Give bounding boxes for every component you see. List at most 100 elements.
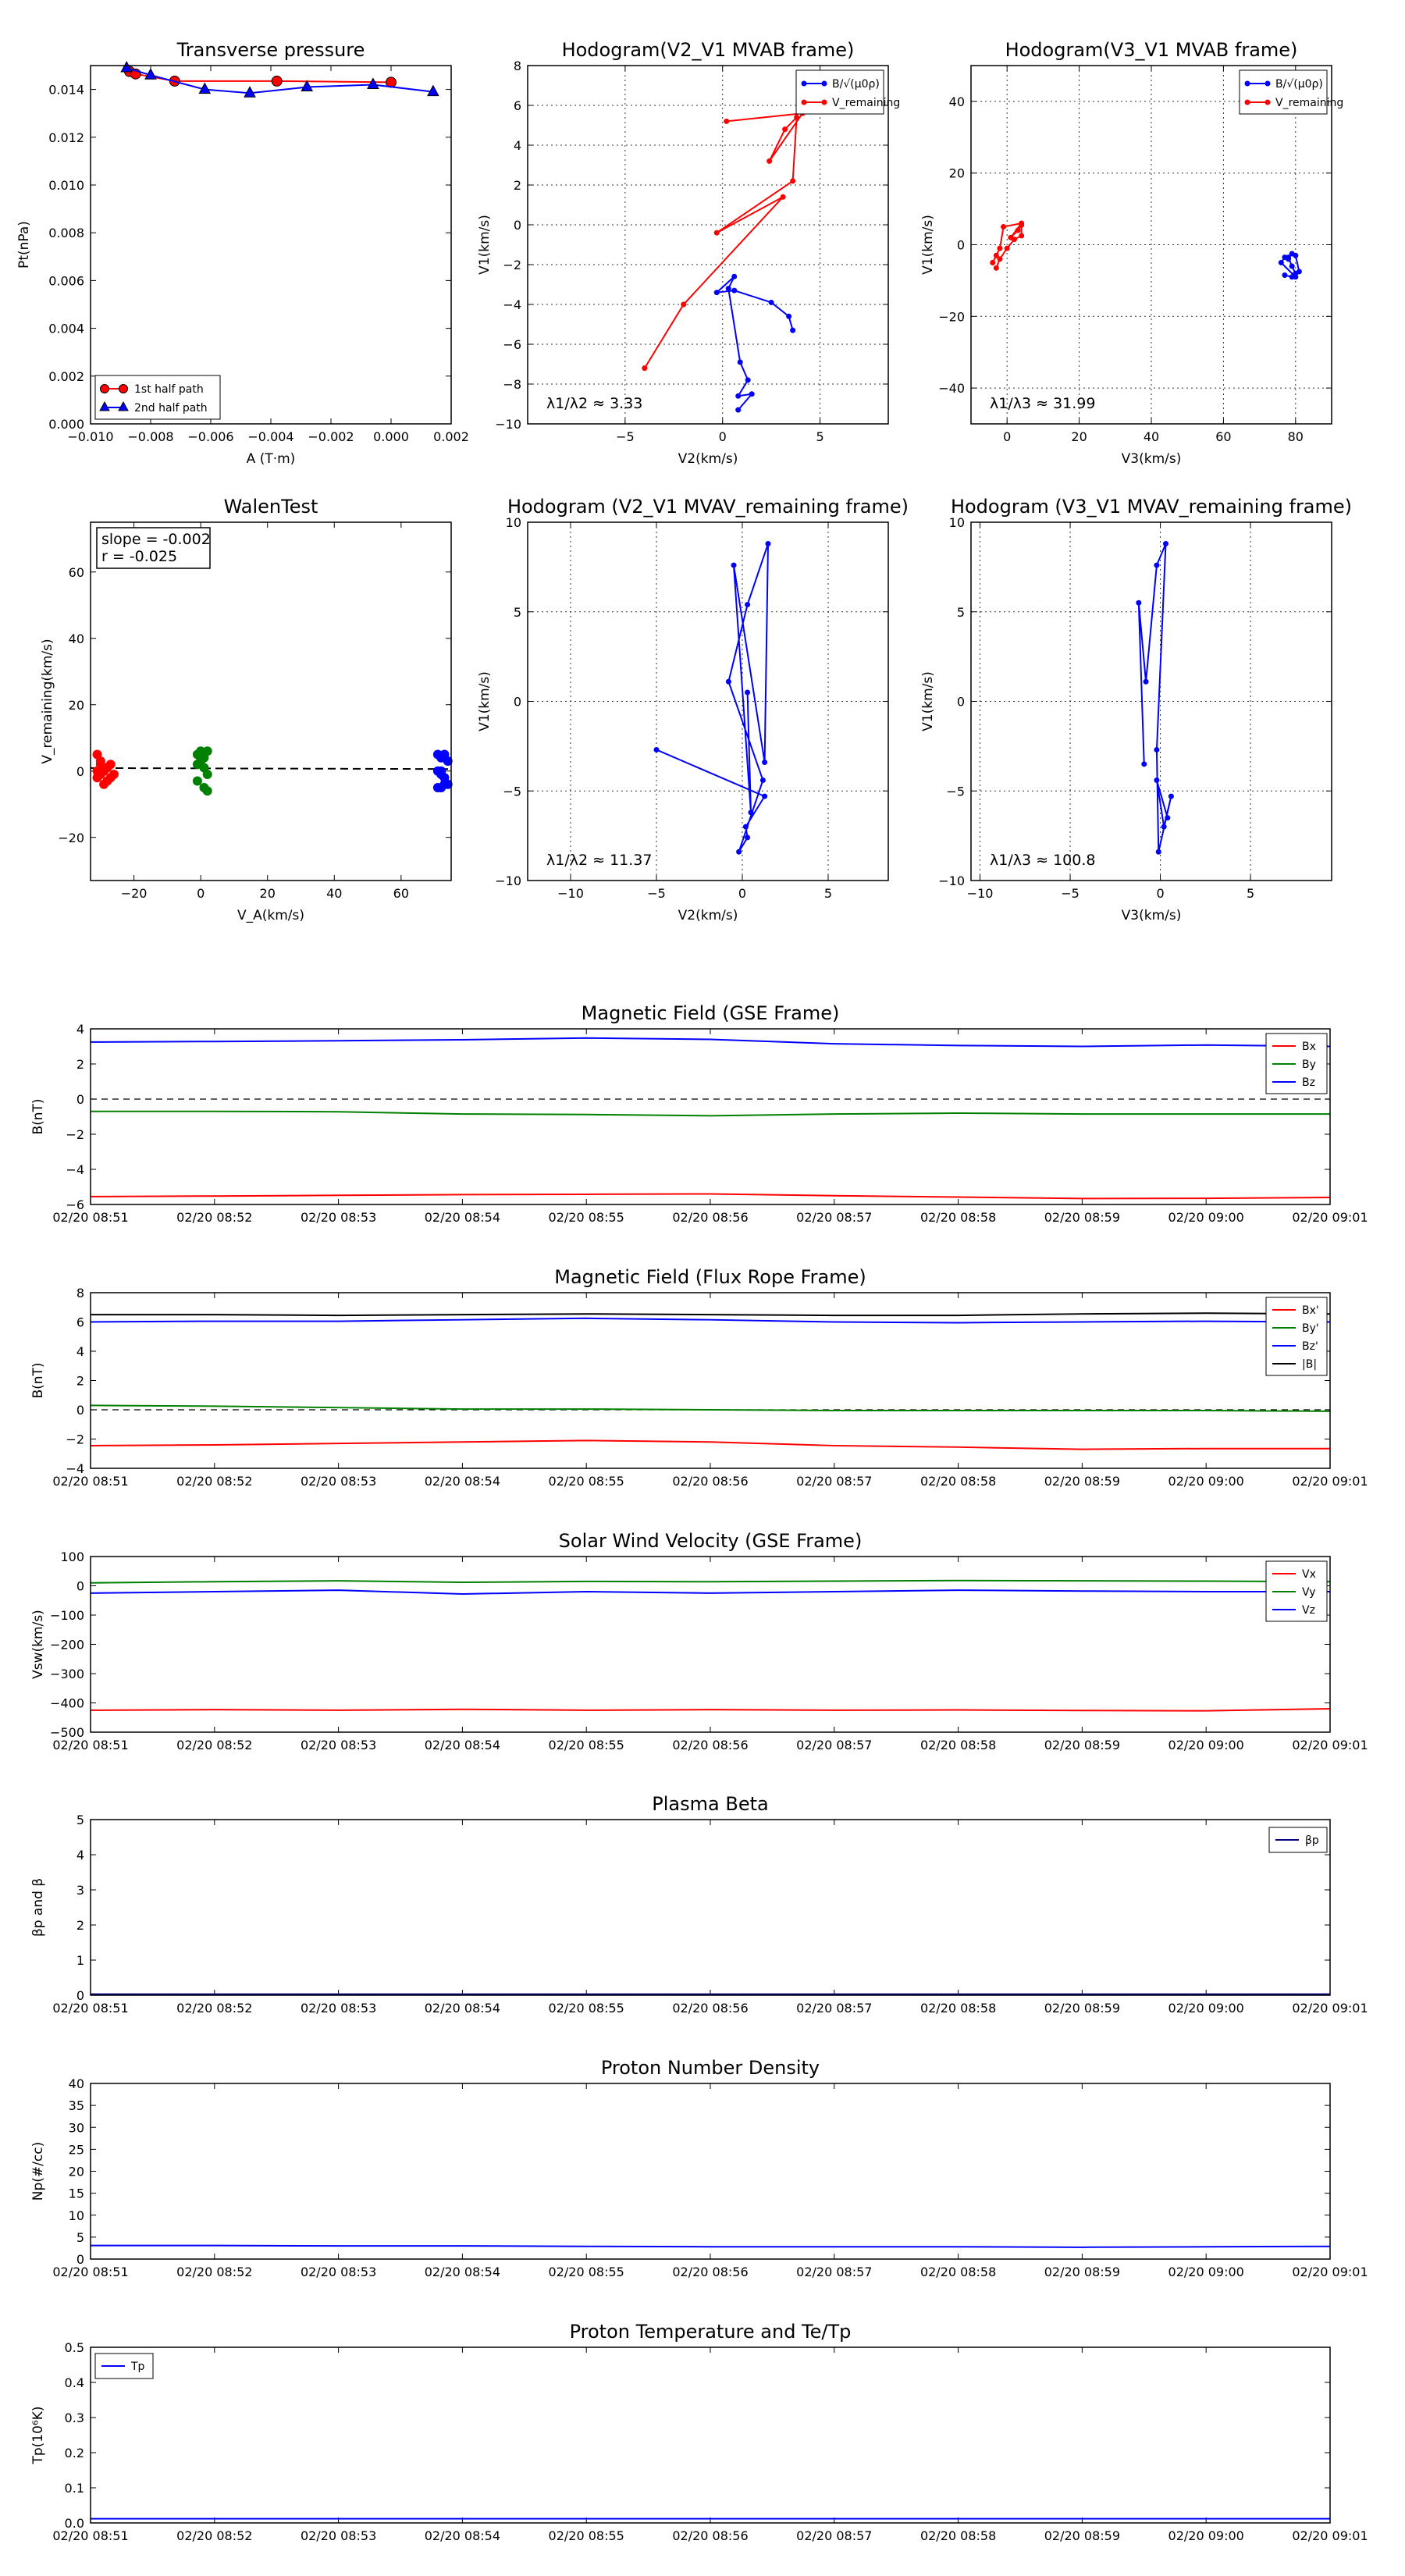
x-tick-label: 02/20 08:53 xyxy=(301,2001,376,2016)
x-tick-label: 60 xyxy=(1215,429,1231,444)
y-tick-label: 0.2 xyxy=(65,2446,84,2460)
y-axis-label: V1(km/s) xyxy=(920,215,936,275)
x-tick-label: 02/20 08:52 xyxy=(176,2265,252,2279)
data-point xyxy=(1008,234,1014,240)
x-tick-label: −0.008 xyxy=(127,429,173,444)
x-tick-label: 02/20 08:54 xyxy=(425,1738,500,1752)
x-tick-label: 02/20 08:55 xyxy=(549,1210,624,1225)
data-point xyxy=(120,61,133,73)
y-axis-label: V1(km/s) xyxy=(477,215,493,275)
y-tick-label: −4 xyxy=(66,1162,84,1177)
y-tick-label: 10 xyxy=(506,515,521,530)
data-point xyxy=(1293,252,1299,258)
y-tick-label: 0.002 xyxy=(48,369,84,384)
data-point xyxy=(439,779,450,789)
x-tick-label: 02/20 08:54 xyxy=(425,1474,500,1489)
data-point xyxy=(367,77,379,89)
x-tick-label: 02/20 08:57 xyxy=(796,2265,872,2279)
chart-c0: Transverse pressure −0.010 −0.008 −0.006 −0.… xyxy=(16,39,469,467)
c4-title: Hodogram (V2_V1 MVAV_remaining frame) xyxy=(507,496,909,518)
legend-label: V_remaining xyxy=(832,97,900,109)
c1-plot-frame xyxy=(527,65,889,425)
series-2nd half path xyxy=(120,61,439,98)
x-tick-label: 02/20 08:54 xyxy=(425,2265,500,2279)
ts5-plot-frame xyxy=(90,2347,1331,2524)
y-tick-label: 40 xyxy=(949,94,965,109)
data-point xyxy=(1004,245,1010,251)
c0-title: Transverse pressure xyxy=(176,39,365,61)
data-point xyxy=(790,178,796,184)
y-axis-label: B(nT) xyxy=(30,1362,46,1398)
stats-line: r = -0.025 xyxy=(101,548,177,565)
data-point xyxy=(745,377,751,383)
y-tick-label: −300 xyxy=(50,1667,84,1681)
x-tick-label: 02/20 08:59 xyxy=(1044,1738,1120,1752)
data-point xyxy=(1154,746,1160,753)
series-V_remaining xyxy=(653,541,771,855)
chart-ts3: Plasma Beta 02/20 08:51 02/20 08:52 02/20 0… xyxy=(30,1793,1368,2016)
legend-label: Bz xyxy=(1302,1076,1315,1089)
x-axis-label: A (T·m) xyxy=(247,451,296,467)
legend-label: Tp xyxy=(130,2361,145,2373)
ts1-title: Magnetic Field (Flux Rope Frame) xyxy=(554,1266,866,1288)
legend-marker xyxy=(821,99,827,105)
x-tick-label: 80 xyxy=(1288,429,1304,444)
x-tick-label: 02/20 08:58 xyxy=(920,2265,996,2279)
data-point xyxy=(1286,256,1292,262)
x-tick-label: 02/20 08:58 xyxy=(920,1738,996,1752)
x-tick-label: 5 xyxy=(824,886,832,901)
series-B/√(μ0ρ) xyxy=(713,273,796,413)
y-tick-label: 0.006 xyxy=(48,273,84,288)
ts1-plot-frame xyxy=(90,1292,1331,1469)
data-point xyxy=(1015,227,1021,233)
x-tick-label: 02/20 08:52 xyxy=(176,1738,252,1752)
chart-ts0: Magnetic Field (GSE Frame) 02/20 08:51 02/… xyxy=(30,1002,1368,1225)
y-tick-label: −6 xyxy=(503,337,521,352)
legend-label: Bx' xyxy=(1302,1304,1319,1317)
y-axis-label: V_remaining(km/s) xyxy=(40,639,55,763)
y-axis-label: V1(km/s) xyxy=(477,671,493,731)
legend-label: B/√(μ0ρ) xyxy=(832,78,880,91)
y-tick-label: 4 xyxy=(76,1848,84,1863)
ts3-plot-frame xyxy=(90,1819,1331,1996)
x-tick-label: −10 xyxy=(967,886,994,901)
y-tick-label: 15 xyxy=(69,2186,84,2201)
c3-title: WalenTest xyxy=(224,496,318,518)
data-point xyxy=(1165,815,1171,821)
y-tick-label: 0 xyxy=(514,695,521,710)
x-tick-label: 02/20 08:55 xyxy=(549,2001,624,2016)
x-tick-label: 0.002 xyxy=(433,429,469,444)
x-tick-label: 60 xyxy=(393,886,409,901)
legend-label: 2nd half path xyxy=(134,402,208,415)
x-tick-label: 02/20 08:51 xyxy=(52,2265,128,2279)
x-tick-label: 02/20 08:51 xyxy=(52,2528,128,2543)
x-tick-label: 02/20 08:55 xyxy=(549,2528,624,2543)
x-tick-label: 0 xyxy=(1156,886,1164,901)
series-line-Vz xyxy=(90,1589,1330,1596)
legend-marker xyxy=(1244,99,1250,105)
x-axis-label: V2(km/s) xyxy=(678,451,738,467)
y-tick-label: 10 xyxy=(69,2208,84,2223)
x-tick-label: −0.010 xyxy=(67,429,113,444)
y-tick-label: −2 xyxy=(503,258,521,272)
data-point xyxy=(990,259,996,265)
data-point xyxy=(759,777,766,783)
x-tick-label: −0.004 xyxy=(247,429,293,444)
x-tick-label: 40 xyxy=(1144,429,1159,444)
x-tick-label: 02/20 09:00 xyxy=(1168,2265,1244,2279)
y-tick-label: 0 xyxy=(76,1579,84,1594)
y-tick-label: 6 xyxy=(514,98,521,113)
data-point xyxy=(745,834,751,841)
data-point xyxy=(244,86,256,98)
x-tick-label: 02/20 09:00 xyxy=(1168,1474,1244,1489)
data-point xyxy=(749,391,755,397)
y-tick-label: 4 xyxy=(76,1022,84,1037)
chart-ts1: Magnetic Field (Flux Rope Frame) 02/20 08… xyxy=(30,1266,1368,1489)
series-line-Bx' xyxy=(90,1439,1330,1450)
y-tick-label: −10 xyxy=(495,873,521,888)
y-tick-label: 0.5 xyxy=(65,2340,84,2355)
legend-marker xyxy=(99,400,110,411)
legend-box xyxy=(1239,69,1328,115)
x-tick-label: −0.006 xyxy=(187,429,233,444)
x-tick-label: 02/20 09:01 xyxy=(1292,1210,1368,1225)
